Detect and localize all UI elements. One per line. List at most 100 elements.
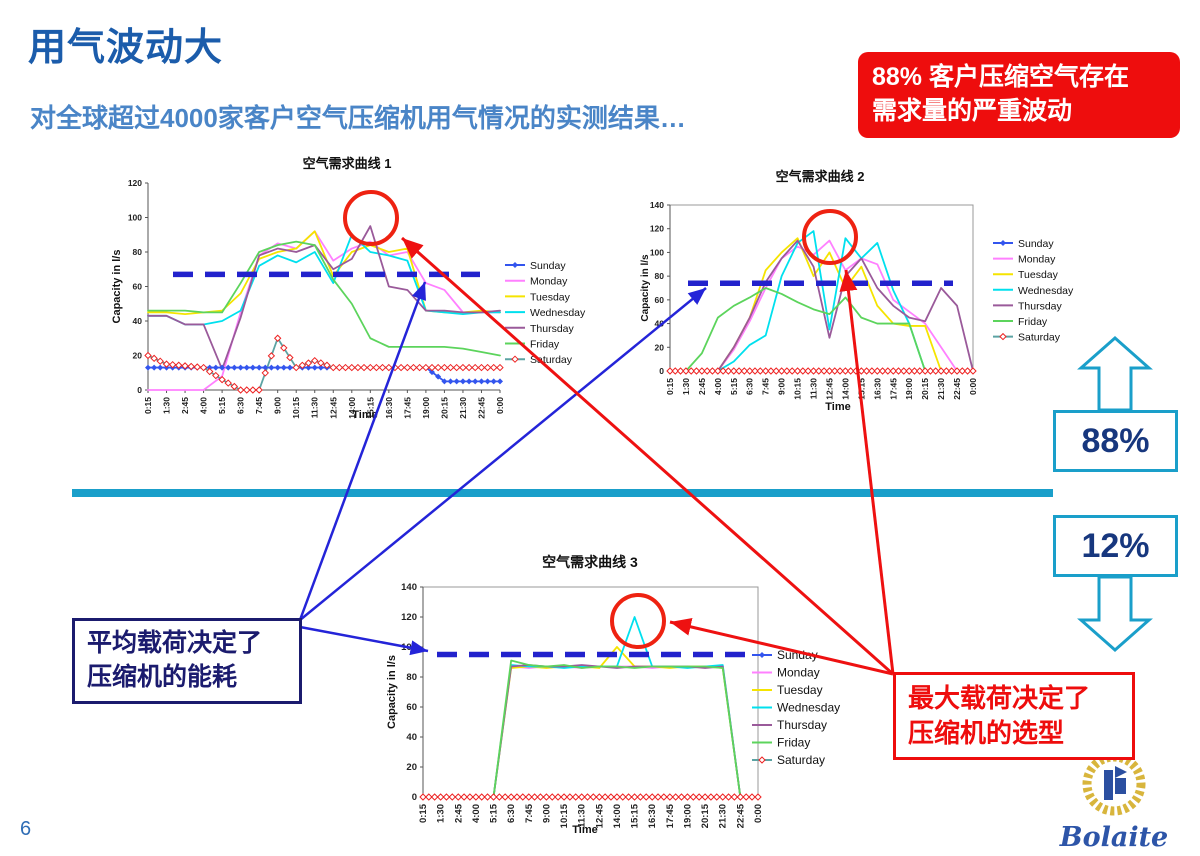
svg-text:Time: Time (825, 401, 850, 413)
svg-text:0:15: 0:15 (143, 397, 153, 414)
svg-text:6:30: 6:30 (506, 804, 517, 823)
logo-wreath-icon (1082, 752, 1146, 816)
svg-text:60: 60 (655, 295, 665, 305)
logo-emblem-icon (1104, 766, 1127, 800)
svg-text:12:45: 12:45 (594, 803, 605, 828)
svg-text:空气需求曲线 3: 空气需求曲线 3 (542, 554, 638, 570)
svg-text:1:30: 1:30 (162, 397, 172, 414)
svg-text:120: 120 (128, 178, 142, 188)
down-arrow-icon (1077, 575, 1153, 653)
svg-text:15:15: 15:15 (856, 378, 866, 400)
svg-text:140: 140 (650, 200, 664, 210)
svg-text:20:15: 20:15 (439, 397, 449, 419)
svg-text:120: 120 (650, 224, 664, 234)
top-callout-line1: 88% 客户压缩空气存在 (872, 63, 1129, 91)
svg-text:140: 140 (401, 582, 417, 593)
svg-text:Monday: Monday (1018, 254, 1056, 266)
svg-text:40: 40 (406, 732, 417, 743)
svg-text:0: 0 (659, 366, 664, 376)
top-callout-line2: 需求量的严重波动 (872, 96, 1073, 125)
svg-text:15:15: 15:15 (630, 803, 641, 828)
svg-text:60: 60 (406, 702, 417, 713)
svg-text:7:45: 7:45 (254, 397, 264, 414)
svg-text:空气需求曲线 2: 空气需求曲线 2 (776, 169, 865, 184)
svg-text:40: 40 (655, 319, 665, 329)
svg-text:2:45: 2:45 (453, 803, 464, 823)
svg-text:17:45: 17:45 (888, 378, 898, 400)
company-logo: Bolaite (1059, 752, 1169, 853)
svg-text:Saturday: Saturday (777, 753, 825, 767)
svg-text:0:15: 0:15 (665, 378, 675, 395)
svg-text:Capacity in l/s: Capacity in l/s (386, 655, 398, 729)
svg-text:12:45: 12:45 (328, 397, 338, 419)
svg-text:Monday: Monday (530, 276, 568, 288)
page-number: 6 (20, 818, 32, 840)
logo-wordmark: Bolaite (1059, 822, 1169, 853)
average-load-line2: 压缩机的能耗 (87, 662, 238, 691)
svg-text:9:00: 9:00 (273, 397, 283, 414)
svg-text:Friday: Friday (777, 736, 810, 750)
svg-text:Tuesday: Tuesday (530, 291, 571, 303)
horizontal-divider-bar (72, 489, 1053, 497)
svg-text:60: 60 (133, 282, 143, 292)
svg-text:Thursday: Thursday (1018, 300, 1063, 312)
svg-text:0:00: 0:00 (753, 804, 764, 823)
svg-text:21:30: 21:30 (718, 804, 729, 828)
svg-text:7:45: 7:45 (524, 803, 535, 823)
svg-text:22:45: 22:45 (476, 397, 486, 419)
svg-text:Friday: Friday (1018, 316, 1048, 328)
page-subtitle: 对全球超过4000家客户空气压缩机用气情况的实测结果… (30, 103, 686, 133)
svg-text:Friday: Friday (530, 339, 560, 351)
svg-text:20:15: 20:15 (700, 803, 711, 828)
svg-text:2:45: 2:45 (697, 378, 707, 395)
svg-text:20:15: 20:15 (920, 378, 930, 400)
svg-text:19:00: 19:00 (682, 804, 693, 828)
svg-text:0:00: 0:00 (968, 378, 978, 395)
svg-text:11:30: 11:30 (809, 378, 819, 400)
top-right-callout: 88% 客户压缩空气存在 需求量的严重波动 (858, 52, 1180, 138)
svg-text:14:00: 14:00 (840, 378, 850, 400)
svg-text:5:15: 5:15 (729, 378, 739, 395)
svg-text:0: 0 (412, 792, 417, 803)
page-title: 用气波动大 (28, 27, 224, 69)
max-load-line1: 最大载荷决定了 (908, 683, 1091, 713)
svg-text:空气需求曲线 1: 空气需求曲线 1 (303, 156, 392, 171)
svg-text:Time: Time (352, 409, 377, 421)
svg-text:21:30: 21:30 (458, 397, 468, 419)
svg-text:16:30: 16:30 (384, 397, 394, 419)
svg-text:4:00: 4:00 (713, 378, 723, 395)
svg-text:40: 40 (133, 316, 143, 326)
svg-text:12:45: 12:45 (824, 378, 834, 400)
svg-text:Sunday: Sunday (530, 260, 566, 272)
svg-text:5:15: 5:15 (489, 803, 500, 823)
svg-text:Tuesday: Tuesday (777, 683, 823, 697)
svg-text:10:15: 10:15 (793, 378, 803, 400)
svg-text:9:00: 9:00 (777, 378, 787, 395)
max-load-line2: 压缩机的选型 (908, 718, 1065, 749)
svg-text:7:45: 7:45 (761, 378, 771, 395)
svg-text:80: 80 (406, 672, 417, 683)
svg-text:17:45: 17:45 (402, 397, 412, 419)
svg-text:0:15: 0:15 (418, 803, 429, 823)
svg-text:100: 100 (401, 642, 417, 653)
lower-percent-badge: 12% (1053, 515, 1178, 577)
svg-text:22:45: 22:45 (952, 378, 962, 400)
svg-text:1:30: 1:30 (436, 804, 447, 823)
svg-text:Saturday: Saturday (1018, 332, 1061, 344)
svg-text:9:00: 9:00 (541, 804, 552, 823)
svg-text:Tuesday: Tuesday (1018, 269, 1059, 281)
svg-text:21:30: 21:30 (936, 378, 946, 400)
average-load-line1: 平均载荷决定了 (87, 629, 263, 657)
air-demand-chart-3: 空气需求曲线 3 0 20 40 60 80 100 120 140 0:15 1:30 2:45 4:… (386, 554, 840, 836)
svg-text:0:00: 0:00 (495, 397, 505, 414)
svg-text:Sunday: Sunday (1018, 238, 1054, 250)
svg-text:Capacity in l/s: Capacity in l/s (640, 254, 651, 322)
svg-text:10:15: 10:15 (291, 397, 301, 419)
max-load-callout: 最大载荷决定了 压缩机的选型 (893, 672, 1135, 761)
svg-text:Wednesday: Wednesday (777, 701, 840, 715)
svg-text:11:30: 11:30 (577, 804, 588, 828)
svg-text:120: 120 (401, 612, 417, 623)
svg-text:10:15: 10:15 (559, 803, 570, 828)
air-demand-chart-2: 空气需求曲线 2 0 20 40 60 80 100 120 140 0:15 1:30 2:45 4:… (640, 169, 1074, 413)
